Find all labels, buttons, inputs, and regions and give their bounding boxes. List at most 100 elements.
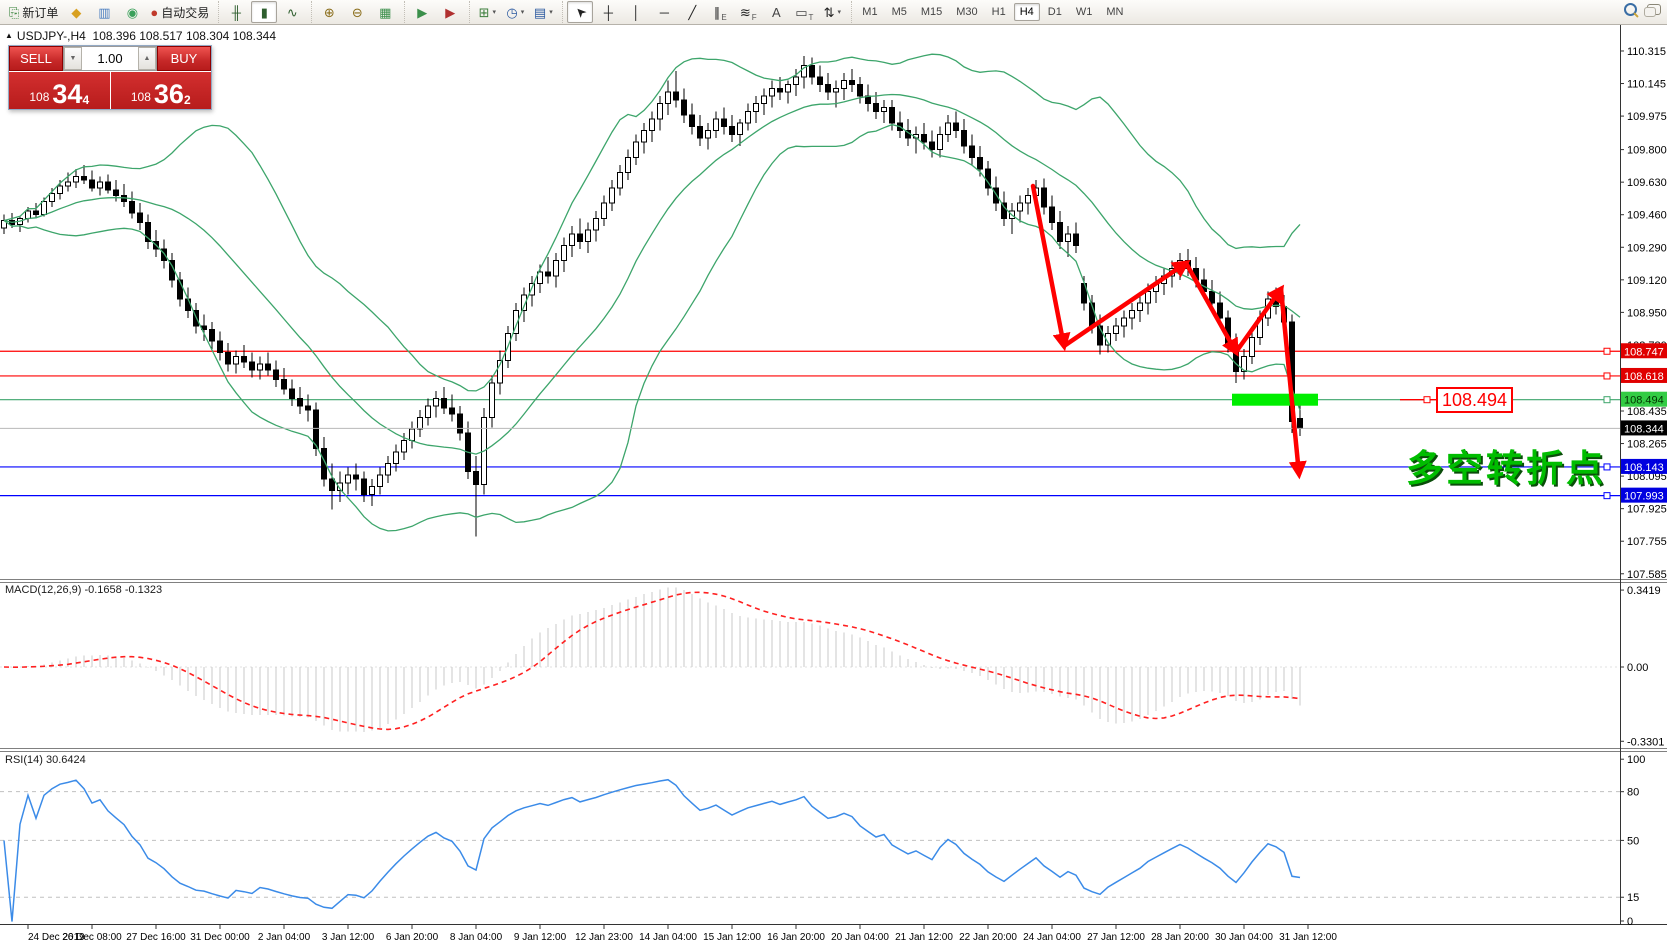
market-watch-button[interactable]: ▥ bbox=[91, 1, 117, 23]
hline-handle[interactable] bbox=[1603, 347, 1611, 355]
time-label: 28 Jan 20:00 bbox=[1151, 932, 1209, 943]
rsi-pane[interactable] bbox=[0, 778, 1620, 922]
profiles-button[interactable]: ◷ ▾ bbox=[502, 1, 528, 23]
hline-handle[interactable] bbox=[1603, 396, 1611, 404]
time-label: 16 Jan 20:00 bbox=[767, 932, 825, 943]
sell-button[interactable]: SELL bbox=[9, 46, 63, 71]
new-order-icon: ⎘ bbox=[9, 4, 20, 20]
zoom-out-icon: ⊖ bbox=[351, 4, 363, 20]
signals-button[interactable]: ◉ bbox=[119, 1, 145, 23]
chart-shift-icon: ▶ bbox=[417, 4, 428, 20]
new-chart-button[interactable]: ⊞ ▾ bbox=[474, 1, 500, 23]
chart-shift-button[interactable]: ▶ bbox=[409, 1, 435, 23]
indicator-list-icon: ▤ bbox=[533, 4, 547, 20]
indicator-list-caret-icon: ▾ bbox=[549, 9, 553, 16]
hline-handle[interactable] bbox=[1603, 463, 1611, 471]
auto-trading-button[interactable]: ● 自动交易 bbox=[147, 1, 212, 23]
bars-mode-button[interactable]: ╫ bbox=[223, 1, 249, 23]
timeframe-h4-button[interactable]: H4 bbox=[1013, 3, 1040, 21]
trend-arrows[interactable] bbox=[1030, 183, 1307, 480]
signals-icon: ◉ bbox=[126, 4, 139, 20]
price-tick: 109.975 bbox=[1627, 111, 1667, 123]
price-pane[interactable] bbox=[0, 53, 1620, 537]
tile-windows-button[interactable]: ▦ bbox=[372, 1, 398, 23]
trendline-tool-button[interactable]: ╱ bbox=[679, 1, 705, 23]
price-tick: 108.265 bbox=[1627, 439, 1667, 451]
trend-arrow-segment[interactable] bbox=[1278, 286, 1307, 480]
label-tool-modifier: T bbox=[808, 13, 814, 22]
timeframe-m30-button[interactable]: M30 bbox=[956, 6, 978, 18]
timeframe-w1-button[interactable]: W1 bbox=[1075, 6, 1093, 18]
collapse-panel-icon[interactable]: ▲ bbox=[5, 31, 13, 40]
buy-price-point: 2 bbox=[183, 93, 191, 107]
sell-quote[interactable]: 108 34 4 bbox=[9, 72, 110, 109]
svg-text:108.143: 108.143 bbox=[1624, 462, 1664, 474]
timeframe-m15-button[interactable]: M15 bbox=[920, 6, 943, 18]
search-icon[interactable] bbox=[1624, 3, 1637, 16]
volume-input[interactable]: 1.00 bbox=[97, 51, 123, 66]
line-mode-button[interactable]: ∿ bbox=[279, 1, 305, 23]
indicator-list-button[interactable]: ▤ ▾ bbox=[530, 1, 556, 23]
price-callout-label[interactable]: 108.494 bbox=[1436, 386, 1514, 413]
hline-handle[interactable] bbox=[1603, 372, 1611, 380]
time-label: 6 Jan 20:00 bbox=[386, 932, 439, 943]
volume-down-button[interactable]: ▼ bbox=[64, 47, 82, 70]
toolbar-group: ╫ ▮ ∿ bbox=[218, 1, 309, 23]
candles-mode-button[interactable]: ▮ bbox=[251, 1, 278, 23]
channel-tool-button[interactable]: ∥ E bbox=[707, 1, 733, 23]
macd-tick: -0.3301 bbox=[1627, 736, 1664, 748]
timeframe-d1-button[interactable]: D1 bbox=[1047, 6, 1062, 18]
trend-arrow-segment[interactable] bbox=[1183, 260, 1239, 357]
volume-up-button[interactable]: ▲ bbox=[138, 47, 156, 70]
profiles-icon: ◷ bbox=[506, 4, 518, 20]
arrows-tool-caret-icon: ▾ bbox=[837, 9, 841, 16]
trend-arrow-segment[interactable] bbox=[1233, 284, 1285, 355]
text-tool-button[interactable]: A bbox=[763, 1, 789, 23]
fibonacci-tool-button[interactable]: ≋ F bbox=[735, 1, 761, 23]
timeframe-m5-button[interactable]: M5 bbox=[891, 6, 907, 18]
trend-arrow-segment[interactable] bbox=[1030, 183, 1071, 352]
bollinger-upper-band bbox=[3, 53, 1301, 392]
buy-quote[interactable]: 108 36 2 bbox=[110, 72, 211, 109]
rsi-tick: 15 bbox=[1627, 892, 1639, 904]
trend-arrow-segment[interactable] bbox=[1061, 259, 1191, 349]
label-tool-button[interactable]: ▭ T bbox=[791, 1, 817, 23]
chat-icon[interactable] bbox=[1644, 4, 1661, 17]
timeframe-mn-button[interactable]: MN bbox=[1106, 6, 1124, 18]
candles-mode-icon: ▮ bbox=[260, 4, 268, 20]
hline-handle[interactable] bbox=[1603, 492, 1611, 500]
time-label: 12 Jan 23:00 bbox=[575, 932, 633, 943]
green-highlight-zone[interactable] bbox=[1232, 393, 1318, 406]
vline-tool-icon: │ bbox=[632, 4, 641, 20]
price-axis[interactable]: 110.315 110.145 109.975 109.800 109.630 109.4… bbox=[1620, 46, 1667, 928]
price-tick: 110.315 bbox=[1627, 46, 1666, 58]
macd-pane[interactable] bbox=[0, 587, 1620, 732]
time-label: 14 Jan 04:00 bbox=[639, 932, 697, 943]
zoom-in-button[interactable]: ⊕ bbox=[316, 1, 342, 23]
vline-tool-button[interactable]: │ bbox=[623, 1, 649, 23]
svg-text:108.494: 108.494 bbox=[1624, 395, 1664, 407]
hline-tool-button[interactable]: ─ bbox=[651, 1, 677, 23]
toolbar-group: ▶ ▶ bbox=[404, 1, 467, 23]
hline-objects[interactable] bbox=[0, 347, 1620, 500]
tile-windows-icon: ▦ bbox=[379, 4, 392, 20]
arrows-tool-button[interactable]: ⇅ ▾ bbox=[819, 1, 845, 23]
crosshair-tool-button[interactable]: ┼ bbox=[595, 1, 621, 23]
buy-button[interactable]: BUY bbox=[157, 46, 211, 71]
line-mode-icon: ∿ bbox=[286, 4, 298, 20]
new-order-button[interactable]: ⎘ 新订单 bbox=[6, 1, 61, 23]
timeframe-m1-button[interactable]: M1 bbox=[862, 6, 878, 18]
timeframe-h1-button[interactable]: H1 bbox=[991, 6, 1006, 18]
rsi-tick: 100 bbox=[1627, 754, 1645, 766]
cursor-tool-button[interactable]: ➤ bbox=[567, 1, 594, 23]
zoom-out-button[interactable]: ⊖ bbox=[344, 1, 370, 23]
timeframe-toolbar: M1 M5 M15 M30 H1 H4 D1 W1 MN bbox=[851, 1, 1133, 23]
time-label: 20 Jan 04:00 bbox=[831, 932, 889, 943]
buy-price-pips: 36 bbox=[153, 79, 184, 109]
auto-scroll-button[interactable]: ▶ bbox=[437, 1, 463, 23]
axis-tag-108.747 bbox=[1621, 343, 1667, 359]
gold-instrument-button[interactable]: ◆ bbox=[63, 1, 89, 23]
chinese-annotation-text[interactable]: 多空转折点 bbox=[1406, 448, 1606, 489]
